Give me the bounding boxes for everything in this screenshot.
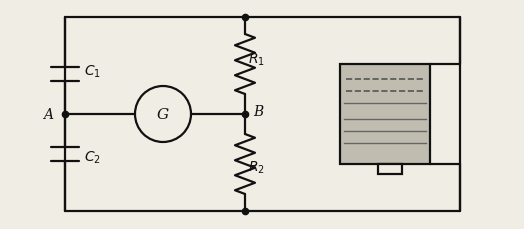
Text: B: B [253,105,263,118]
Circle shape [135,87,191,142]
Bar [378,164,402,174]
Text: $R_1$: $R_1$ [247,52,265,68]
Text: $R_2$: $R_2$ [247,159,265,175]
Text: A: A [43,108,53,121]
Text: G: G [157,108,169,121]
Text: $C_2$: $C_2$ [83,149,101,166]
Text: $C_1$: $C_1$ [83,63,101,80]
Bar [340,65,430,164]
